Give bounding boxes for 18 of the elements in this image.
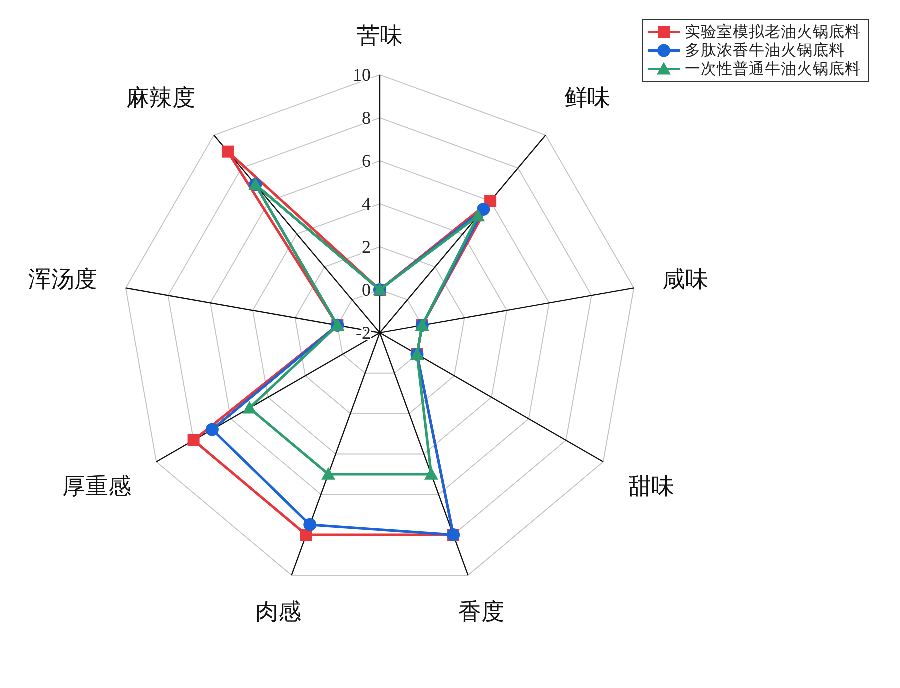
legend-label: 一次性普通牛油火锅底料: [685, 60, 861, 78]
category-label: 厚重感: [62, 474, 132, 499]
y-tick-label: 10: [353, 65, 371, 85]
y-tick-label: 4: [362, 194, 371, 214]
category-label: 香度: [458, 600, 505, 625]
category-label: 浑汤度: [28, 267, 98, 292]
category-label: 甜味: [628, 474, 675, 499]
category-label: 鲜味: [564, 85, 610, 110]
category-label: 肉感: [255, 600, 302, 625]
legend-label: 实验室模拟老油火锅底料: [685, 22, 861, 41]
y-tick-label: 6: [362, 151, 371, 171]
y-tick-label: 0: [362, 280, 371, 300]
y-tick-label: 8: [362, 108, 371, 128]
category-label: 苦味: [357, 24, 403, 48]
legend-label: 多肽浓香牛油火锅底料: [685, 41, 845, 60]
category-label: 咸味: [662, 267, 709, 292]
y-tick-label: 2: [362, 237, 371, 257]
category-label: 麻辣度: [126, 85, 196, 110]
